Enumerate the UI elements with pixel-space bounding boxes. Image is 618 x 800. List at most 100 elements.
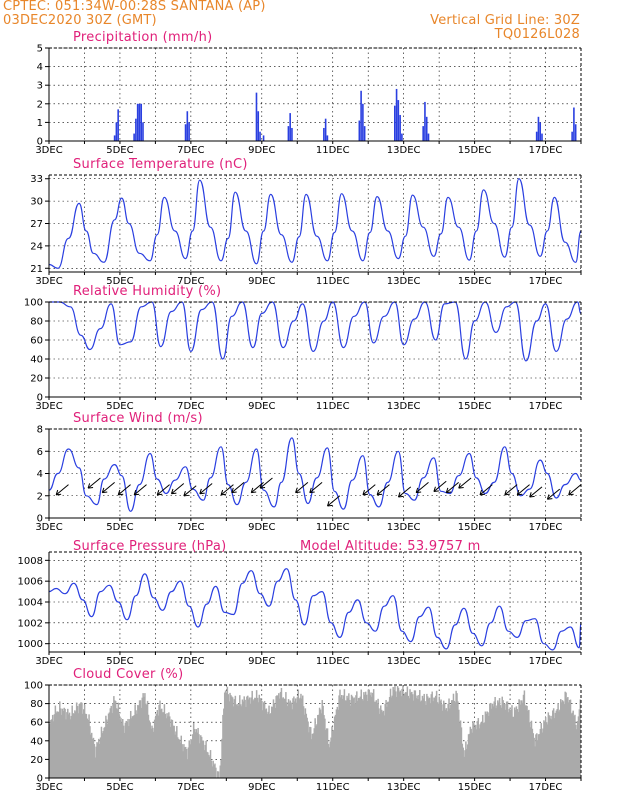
temp-xtick-label: 9DEC: [248, 276, 275, 287]
wind-arrow-head: [134, 493, 140, 496]
wind-arrow-head: [220, 489, 224, 495]
cloud-bar: [191, 739, 193, 778]
precip-bar: [422, 126, 424, 141]
cloud-bar: [235, 705, 237, 778]
cloud-bar: [114, 700, 116, 778]
cloud-bar: [167, 716, 169, 778]
rh-xtick-label: 11DEC: [316, 401, 350, 412]
wind-arrow-head: [362, 493, 368, 496]
cloud-bar: [424, 701, 426, 778]
wind-arrow-head: [251, 491, 257, 494]
cloud-bar: [523, 690, 526, 778]
cloud-bar: [455, 690, 457, 778]
cloud-bar: [73, 713, 75, 778]
cloud-bar: [209, 750, 212, 778]
cloud-bar: [414, 690, 417, 778]
cloud-bar: [182, 751, 184, 778]
wind-arrow-head: [118, 493, 124, 496]
wind-arrow-head: [309, 491, 315, 494]
cloud-bar: [462, 747, 464, 778]
precip-bar: [324, 118, 327, 141]
cloud-bar: [265, 708, 268, 778]
cloud-bar: [62, 710, 65, 778]
wind-xtick-label: 15DEC: [458, 522, 492, 533]
cloud-bar: [110, 705, 112, 778]
precip-bar: [136, 103, 139, 141]
cloud-bar: [206, 751, 208, 778]
cloud-bar: [66, 712, 68, 778]
cloud-bar: [342, 695, 345, 778]
precip-bar: [425, 116, 428, 141]
wind-arrow-head: [516, 489, 520, 495]
cloud-bar: [353, 697, 355, 778]
cloud-bar: [338, 695, 340, 778]
cloud-bar: [317, 714, 319, 778]
cloud-bar: [467, 734, 470, 778]
cloud-bar: [450, 700, 453, 778]
cloud-bar: [172, 725, 175, 778]
wind-arrow-head: [101, 487, 105, 493]
cloud-bar: [180, 735, 183, 778]
wind-arrow-head: [529, 495, 535, 498]
pres-ytick-label: 1000: [18, 639, 43, 650]
cloud-bar: [485, 713, 488, 778]
cloud-bar: [239, 704, 242, 778]
precip-ytick-label: 5: [37, 44, 43, 55]
cloud-bar: [264, 709, 267, 778]
cloud-bar: [56, 711, 58, 778]
rh-panel: [45, 301, 582, 400]
precip-bar: [571, 131, 573, 141]
cloud-bar: [103, 727, 105, 778]
cloud-bar: [410, 692, 412, 778]
cloud-bar: [63, 707, 65, 778]
wind-arrow-head: [231, 487, 234, 493]
cloud-bar: [175, 731, 177, 778]
rh-ytick-label: 60: [30, 336, 43, 347]
wind-arrow-head: [479, 489, 483, 495]
precip-bar: [323, 127, 325, 141]
cloud-bar: [223, 692, 226, 778]
cloud-bar: [313, 728, 316, 778]
cloud-bar: [395, 691, 397, 778]
wind-arrow-shaft: [479, 484, 493, 496]
cloud-bar: [309, 726, 311, 778]
wind-arrow-shaft: [231, 482, 245, 493]
cloud-bar: [200, 736, 203, 778]
cloud-bar: [83, 704, 86, 778]
wind-arrow-head: [547, 498, 553, 500]
precip-bar: [184, 124, 187, 141]
cloud-bar: [301, 698, 303, 778]
cloud-bar: [345, 700, 347, 778]
precip-title: Precipitation (mm/h): [73, 30, 212, 45]
cloud-ytick-label: 0: [37, 774, 43, 785]
cloud-bar: [524, 705, 527, 778]
cloud-bar: [544, 717, 547, 778]
precip-bar: [259, 131, 261, 141]
cloud-bar: [531, 728, 534, 778]
cloud-xtick-label: 5DEC: [106, 782, 133, 793]
cloud-bar: [461, 743, 464, 778]
cloud-bar: [491, 703, 494, 778]
cloud-bar: [453, 700, 456, 778]
pres-xtick-label: 17DEC: [529, 656, 563, 667]
cloud-bar: [532, 733, 535, 778]
cloud-bar: [102, 731, 104, 778]
cloud-bar: [325, 728, 328, 778]
cloud-bar: [134, 704, 136, 778]
cloud-bar: [398, 692, 401, 778]
cloud-bar: [92, 737, 95, 778]
cloud-bar: [505, 701, 508, 778]
cloud-bar: [472, 721, 474, 778]
cloud-bar: [375, 700, 378, 778]
cloud-bar: [427, 698, 430, 778]
cloud-bar: [325, 729, 327, 778]
cloud-bar: [473, 723, 475, 778]
cloud-bar: [74, 710, 76, 778]
cloud-bar: [563, 704, 566, 778]
wind-arrow-shaft: [362, 484, 376, 496]
cloud-bar: [387, 701, 389, 778]
cloud-bar: [111, 713, 113, 778]
cloud-bar: [543, 720, 545, 778]
cloud-bar: [536, 733, 538, 778]
precip-ytick-label: 1: [37, 118, 43, 129]
